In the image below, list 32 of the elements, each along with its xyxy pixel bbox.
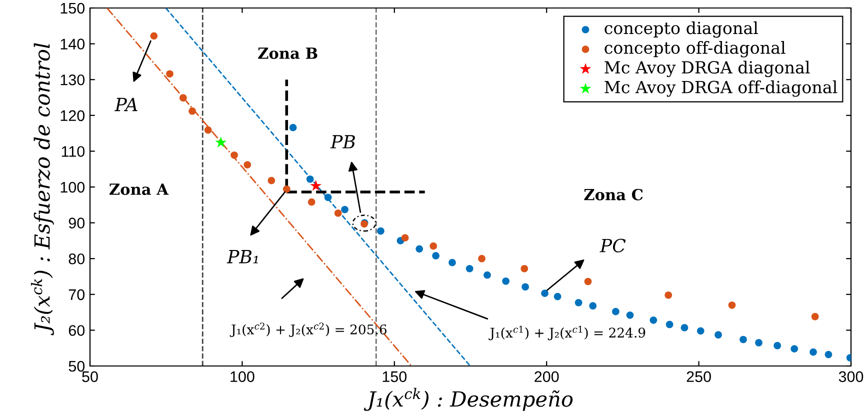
y-tick-label: 50 xyxy=(68,360,85,372)
x-tick-label: 300 xyxy=(838,371,864,382)
x-tick-label: 50 xyxy=(82,371,98,382)
x-tick-label: 200 xyxy=(534,371,559,382)
annotation: PB₁ xyxy=(226,250,258,264)
y-tick-label: 140 xyxy=(60,38,85,50)
legend-label: concepto diagonal xyxy=(604,21,758,38)
x-tick-label: 100 xyxy=(230,371,254,382)
y-tick-label: 60 xyxy=(68,325,85,336)
y-tick-label: 90 xyxy=(68,218,85,228)
x-axis-title: J₁(x$^{ck}$) : Desempeño xyxy=(364,388,573,411)
y-tick-label: 70 xyxy=(68,289,85,300)
annotation: Zona B xyxy=(258,48,318,59)
annotation: Zona A xyxy=(110,184,169,196)
y-tick-label: 100 xyxy=(60,182,85,193)
y-axis-title: J₂(x$^{ck}$) : Esfuerzo de control xyxy=(30,43,54,336)
y-tick-label: 120 xyxy=(60,110,85,122)
annotation: J₁(x$^{c2}$) + J₂(x$^{c2}$) = 205.6 xyxy=(230,322,386,337)
y-tick-label: 80 xyxy=(68,253,85,264)
y-tick-label: 130 xyxy=(60,74,85,86)
annotation: PC xyxy=(600,238,626,252)
legend-label: Mc Avoy DRGA off-diagonal xyxy=(604,80,838,97)
y-tick-label: 110 xyxy=(62,146,85,157)
y-tick-label: 150 xyxy=(60,2,85,14)
x-tick-label: 150 xyxy=(382,371,407,382)
annotation: PA xyxy=(114,98,138,112)
legend-label: Mc Avoy DRGA diagonal xyxy=(604,60,810,78)
annotation: J₁(x$^{c1}$) + J₂(x$^{c1}$) = 224.9 xyxy=(488,326,646,340)
annotation: PB xyxy=(330,135,355,148)
legend-label: concepto off-diagonal xyxy=(604,41,786,58)
annotation: Zona C xyxy=(584,188,643,200)
x-tick-label: 250 xyxy=(686,371,711,382)
